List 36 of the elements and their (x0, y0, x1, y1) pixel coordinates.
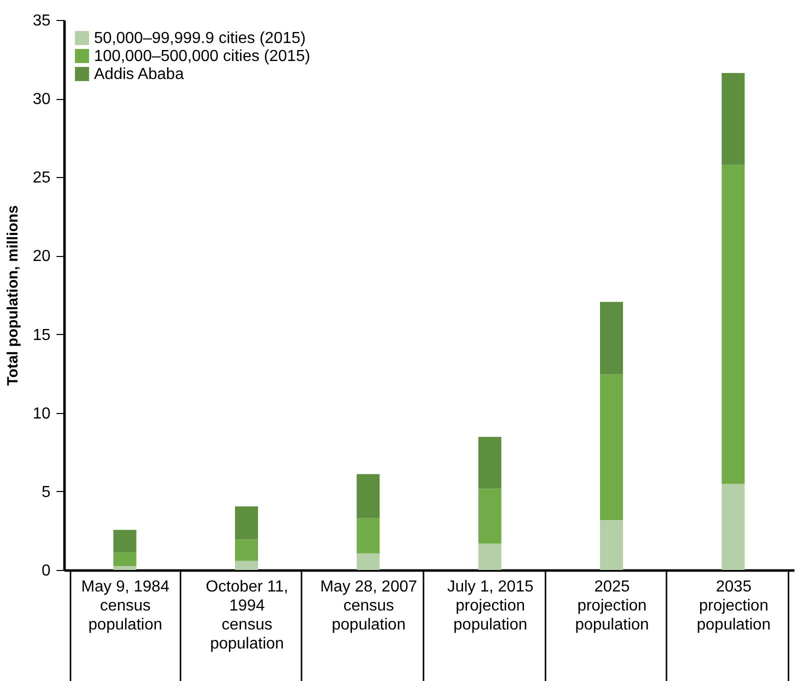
y-tick-label: 15 (32, 326, 51, 344)
bar (356, 518, 380, 554)
bar (722, 72, 745, 165)
x-tick-label: July 1, 2015 projection population (447, 578, 534, 634)
bar (356, 474, 380, 518)
bar (113, 530, 136, 552)
y-tick-label: 30 (32, 91, 51, 108)
y-tick-label: 5 (42, 484, 51, 501)
x-tick-label: May 28, 2007 census population (320, 578, 418, 634)
bar (113, 552, 136, 566)
bar (235, 539, 258, 561)
y-tick-label: 25 (32, 170, 51, 187)
x-tick-label: May 9, 1984 census population (81, 578, 170, 634)
y-axis-title: Total population, millions (4, 205, 22, 386)
bar (478, 488, 502, 544)
bar (478, 436, 502, 489)
legend-label: 100,000–500,000 cities (2015) (94, 48, 310, 65)
bar (600, 520, 623, 570)
x-tick-label: 2025 projection population (575, 578, 649, 634)
bar (356, 553, 380, 570)
bar (722, 484, 745, 570)
y-tick-label: 10 (32, 405, 51, 422)
bar (113, 566, 136, 570)
y-tick-label: 0 (42, 562, 51, 580)
y-tick-label: 20 (32, 248, 51, 266)
legend-label: Addis Ababa (94, 66, 184, 83)
bar (722, 164, 745, 484)
x-tick-label: 2035 projection population (696, 578, 771, 634)
legend-label: 50,000–99,999.9 cities (2015) (94, 30, 306, 47)
bar (235, 560, 258, 570)
bar (600, 302, 623, 374)
bar (600, 374, 623, 520)
y-tick-label: 35 (32, 12, 51, 30)
x-tick-label: October 11, 1994 census population (206, 578, 288, 652)
bar (478, 544, 502, 570)
bar (235, 506, 258, 540)
